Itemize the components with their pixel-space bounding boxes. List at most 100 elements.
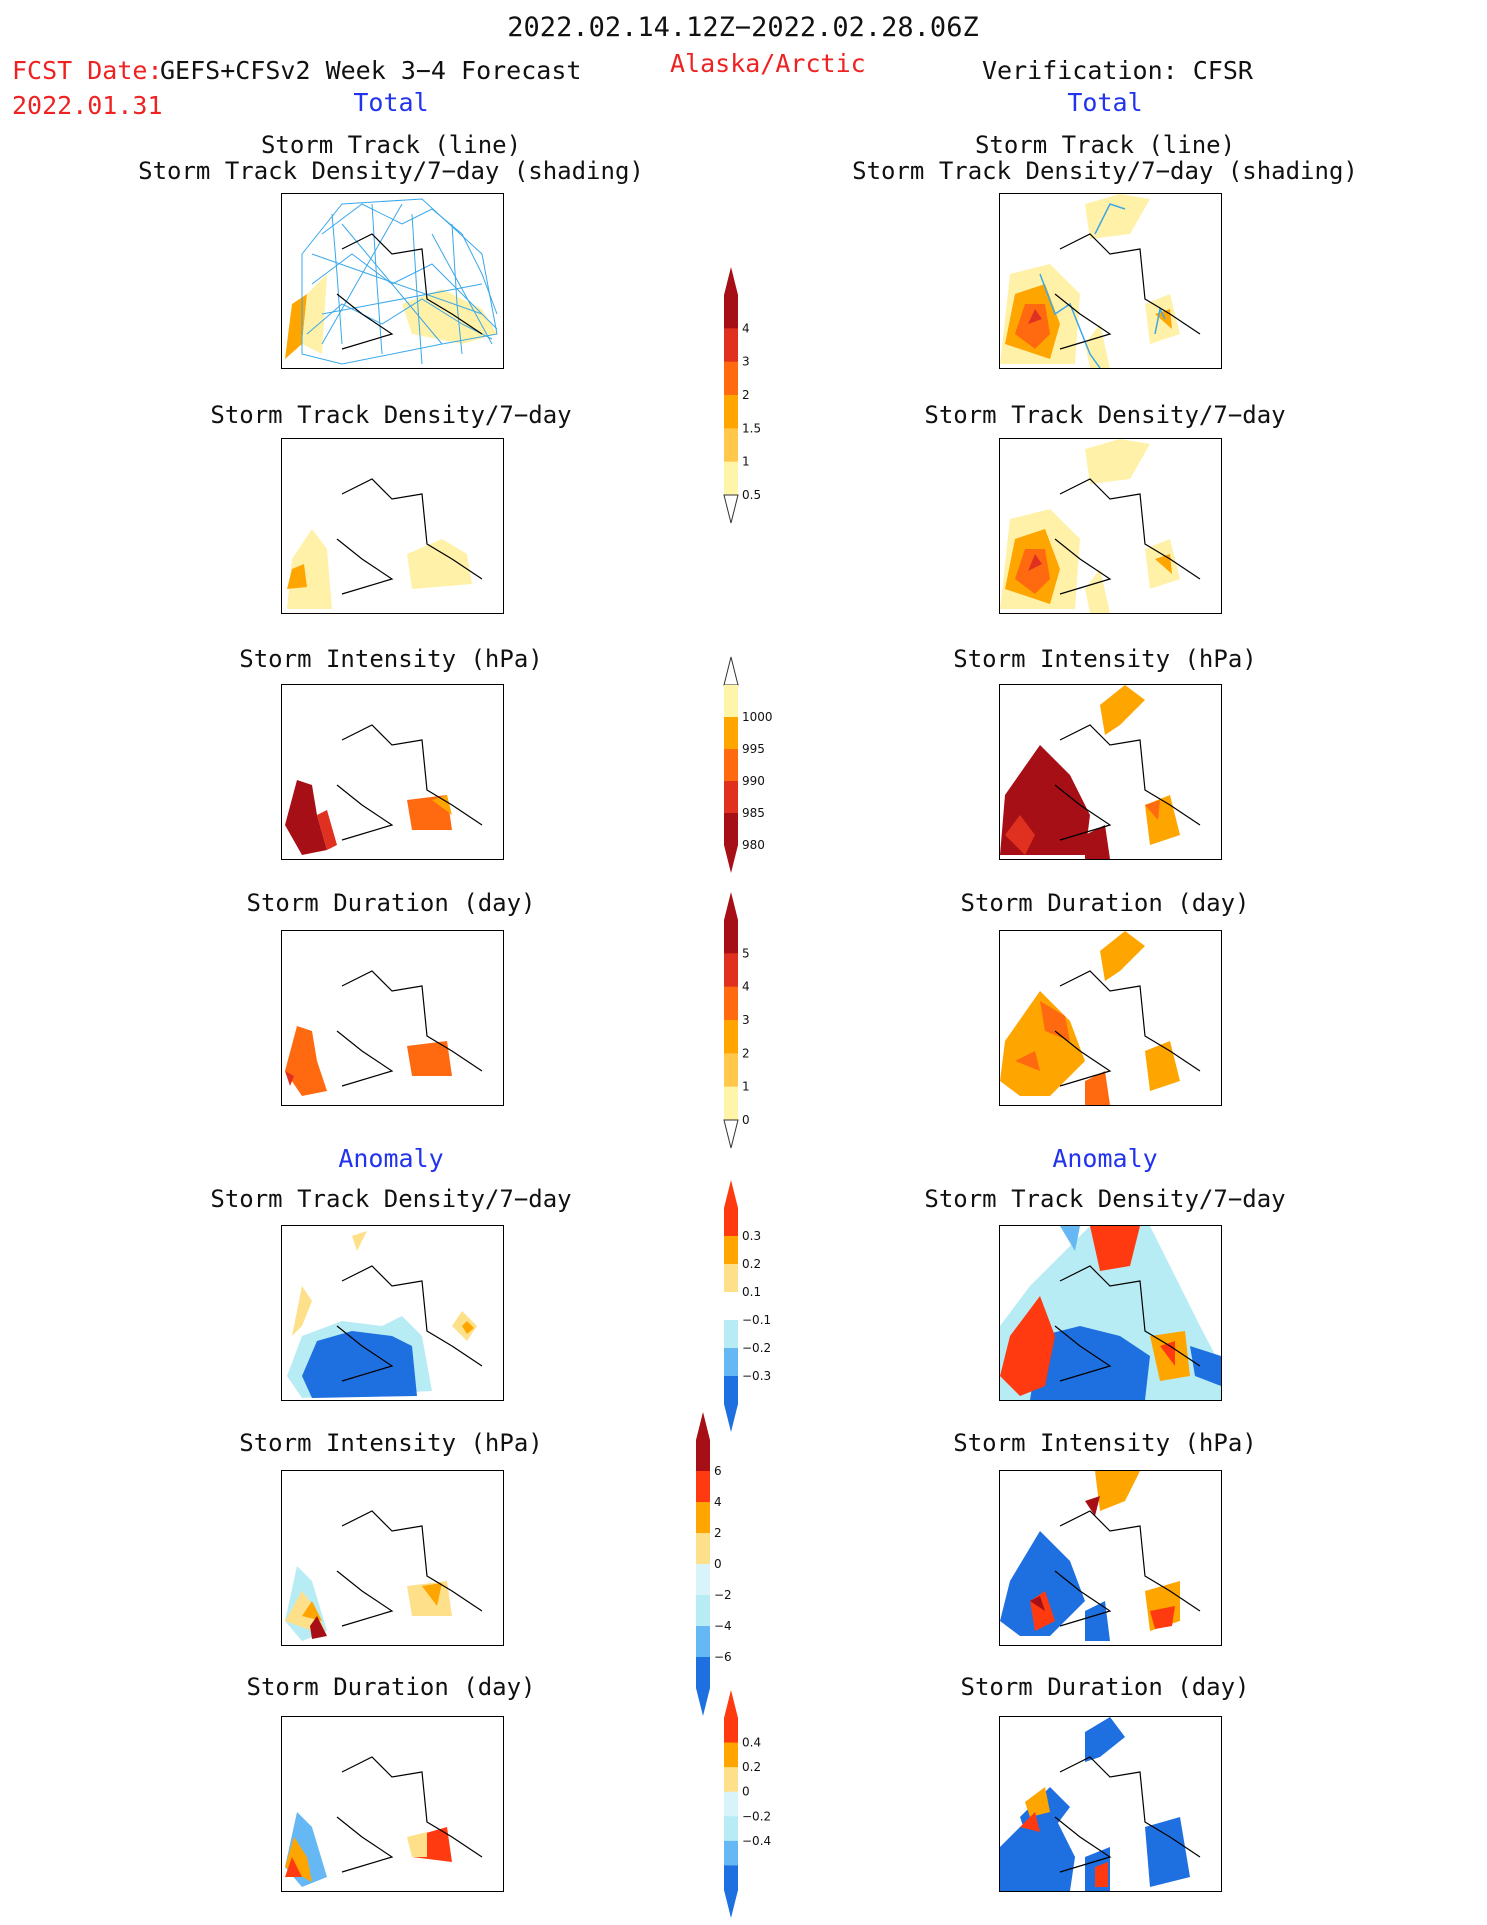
map-right-anom-duration: [999, 1716, 1222, 1892]
colorbar-tick-label: 2: [742, 1046, 750, 1060]
colorbar-tick-label: 990: [742, 774, 765, 788]
colorbar-bottom-cap: [723, 494, 739, 524]
map-left-density: [281, 438, 504, 614]
colorbar-block: [724, 986, 738, 1021]
colorbar-block: [724, 685, 738, 718]
colorbar-tick-label: 2: [742, 388, 750, 402]
left-total-label: Total: [353, 88, 429, 117]
colorbar-intensity-anomaly: 6 4 2 0 −2 −4 −6: [696, 1410, 756, 1716]
colorbar-tick-label: 4: [742, 321, 750, 335]
colorbar-bottom-cap: [696, 1688, 710, 1716]
colorbar-block: [724, 781, 738, 814]
colorbar-tick-label: 980: [742, 838, 765, 852]
right-total-label: Total: [1067, 88, 1143, 117]
colorbar-tick-label: −2: [714, 1588, 732, 1602]
colorbar-bottom-cap: [724, 845, 738, 873]
colorbar-tick-label: −0.1: [742, 1313, 771, 1327]
colorbar-tick-label: 0.5: [742, 488, 761, 502]
colorbar-block: [724, 813, 738, 846]
colorbar-tick-label: 6: [714, 1464, 722, 1478]
colorbar-top-cap: [724, 267, 738, 295]
colorbar-tick-label: −0.4: [742, 1834, 771, 1848]
right-track-shading-title: Storm Track Density/7−day (shading): [852, 157, 1358, 185]
colorbar-block: [724, 1348, 738, 1377]
colorbar-block: [724, 1767, 738, 1793]
colorbar-bottom-cap: [724, 1890, 738, 1918]
left-density-title: Storm Track Density/7−day: [210, 401, 572, 429]
colorbar-block: [724, 428, 738, 463]
colorbar-block: [724, 461, 738, 496]
colorbar-tick-label: −6: [714, 1650, 732, 1664]
map-left-track: [281, 193, 504, 369]
colorbar-block: [724, 1742, 738, 1768]
colorbar-bottom-cap: [724, 1404, 738, 1432]
colorbar-tick-label: −0.2: [742, 1341, 771, 1355]
colorbar-block: [696, 1502, 710, 1534]
colorbar-block: [724, 1020, 738, 1054]
colorbar-tick-label: 4: [714, 1495, 722, 1509]
map-right-anom-density: [999, 1225, 1222, 1401]
colorbar-block: [724, 1320, 738, 1349]
map-left-intensity: [281, 684, 504, 860]
colorbar-tick-label: 4: [742, 980, 750, 994]
map-right-density: [999, 438, 1222, 614]
colorbar-tick-label: 0: [742, 1785, 750, 1799]
colorbar-block: [696, 1471, 710, 1503]
right-duration-title: Storm Duration (day): [960, 889, 1250, 917]
colorbar-block: [724, 953, 738, 988]
map-right-intensity: [999, 684, 1222, 860]
right-intensity-title: Storm Intensity (hPa): [953, 645, 1257, 673]
colorbar-block: [724, 1718, 738, 1744]
colorbar-tick-label: 2: [714, 1526, 722, 1540]
colorbar-block: [724, 1376, 738, 1405]
map-left-anom-density: [281, 1225, 504, 1401]
left-anom-duration-title: Storm Duration (day): [246, 1673, 536, 1701]
map-right-duration: [999, 930, 1222, 1106]
colorbar-top-cap: [696, 1412, 710, 1440]
colorbar-tick-label: 0.2: [742, 1257, 761, 1271]
colorbar-tick-label: −0.3: [742, 1369, 771, 1383]
colorbar-density-anomaly: 0.3 0.2 0.1 −0.1 −0.2 −0.3: [724, 1178, 784, 1458]
colorbar-block: [724, 1840, 738, 1866]
colorbar-tick-label: 3: [742, 355, 750, 369]
colorbar-block: [724, 1865, 738, 1891]
period-title: 2022.02.14.12Z−2022.02.28.06Z: [507, 12, 979, 43]
colorbar-block: [696, 1564, 710, 1596]
colorbar-block: [724, 1086, 738, 1121]
colorbar-block: [724, 1791, 738, 1817]
colorbar-top-cap: [724, 1180, 738, 1208]
fcst-date-label: FCST Date:: [12, 56, 163, 85]
map-right-anom-intensity: [999, 1470, 1222, 1646]
colorbar-tick-label: 995: [742, 742, 765, 756]
verification-label: Verification: CFSR: [982, 56, 1253, 85]
colorbar-tick-label: −4: [714, 1619, 732, 1633]
fcst-date: 2022.01.31: [12, 91, 163, 120]
right-track-line-title: Storm Track (line): [974, 131, 1236, 159]
colorbar-duration-total: 5 4 3 2 1 0: [723, 890, 784, 1170]
left-track-line-title: Storm Track (line): [260, 131, 522, 159]
colorbar-block: [724, 295, 738, 329]
map-right-track: [999, 193, 1222, 369]
fcst-model: GEFS+CFSv2 Week 3−4 Forecast: [160, 56, 582, 85]
colorbar-block: [696, 1626, 710, 1658]
left-track-shading-title: Storm Track Density/7−day (shading): [138, 157, 644, 185]
colorbar-block: [724, 1816, 738, 1842]
left-anom-density-title: Storm Track Density/7−day: [210, 1185, 572, 1213]
colorbar-tick-label: 1000: [742, 710, 773, 724]
colorbar-block: [696, 1657, 710, 1689]
left-intensity-title: Storm Intensity (hPa): [239, 645, 543, 673]
colorbar-tick-label: 0: [714, 1557, 722, 1571]
colorbar-block: [724, 920, 738, 954]
right-density-title: Storm Track Density/7−day: [924, 401, 1286, 429]
left-duration-title: Storm Duration (day): [246, 889, 536, 917]
colorbar-block: [724, 361, 738, 396]
right-anom-density-title: Storm Track Density/7−day: [924, 1185, 1286, 1213]
colorbar-block: [696, 1440, 710, 1472]
colorbar-tick-label: 3: [742, 1013, 750, 1027]
colorbar-top-cap: [724, 892, 738, 920]
right-anomaly-label: Anomaly: [1052, 1144, 1158, 1173]
left-anom-intensity-title: Storm Intensity (hPa): [239, 1429, 543, 1457]
colorbar-block: [724, 395, 738, 429]
colorbar-top-cap: [723, 656, 739, 686]
colorbar-tick-label: 0.4: [742, 1736, 761, 1750]
